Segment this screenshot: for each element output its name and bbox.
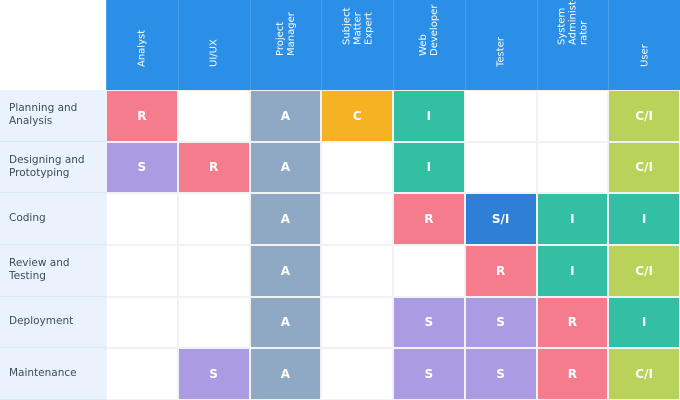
raci-cell [177,193,250,245]
raci-cell [393,244,465,297]
raci-cell: R [106,90,178,142]
task-label: Review and Testing [0,244,106,297]
raci-cell: C/I [608,90,680,142]
raci-cell: S/I [464,193,537,245]
raci-cell: C/I [608,244,680,297]
task-label: Designing and Prototyping [0,141,106,194]
raci-cell [106,244,178,297]
role-label: Project Manager [274,12,297,56]
task-label: Planning and Analysis [0,90,106,142]
task-label: Deployment [0,296,106,349]
raci-cell: A [249,141,322,194]
raci-cell: S [393,296,465,349]
raci-cell: R [536,348,609,400]
raci-cell: S [464,296,537,349]
raci-cell [321,193,393,245]
raci-cell [106,193,178,245]
raci-cell [177,296,250,349]
role-header: Web Developer [393,0,465,90]
raci-cell: S [106,141,178,194]
raci-cell [321,348,393,400]
raci-cell: R [536,296,609,349]
role-header: User [608,0,680,90]
corner-cell [0,0,106,90]
raci-cell [321,244,393,297]
raci-cell: S [177,348,250,400]
raci-cell: I [608,296,680,349]
raci-cell: I [608,193,680,245]
raci-cell: R [177,141,250,194]
raci-cell [536,141,609,194]
task-label: Coding [0,193,106,245]
role-header: Project Manager [249,0,322,90]
raci-cell: A [249,244,322,297]
raci-cell: R [464,244,537,297]
raci-cell [106,296,178,349]
role-label: User [639,44,651,67]
raci-cell: S [464,348,537,400]
raci-cell [177,244,250,297]
role-label: UI/UX [208,39,220,67]
raci-cell: C/I [608,348,680,400]
role-header: System Administ- rator [536,0,609,90]
raci-cell [177,90,250,142]
role-label: Tester [495,37,507,67]
role-label: Analyst [136,29,148,67]
role-label: Subject Matter Expert [341,7,375,45]
role-header: Subject Matter Expert [321,0,393,90]
raci-cell [536,90,609,142]
raci-cell [321,141,393,194]
role-header: UI/UX [177,0,250,90]
role-header: Tester [464,0,537,90]
raci-cell: A [249,193,322,245]
raci-cell: R [393,193,465,245]
role-header: Analyst [106,0,178,90]
role-label: Web Developer [418,4,441,56]
role-label: System Administ- rator [556,0,590,45]
raci-cell: S [393,348,465,400]
raci-cell [464,90,537,142]
raci-cell: A [249,296,322,349]
raci-cell: I [393,141,465,194]
raci-cell: C/I [608,141,680,194]
task-label: Maintenance [0,348,106,400]
raci-cell [106,348,178,400]
raci-cell: I [536,193,609,245]
raci-cell [464,141,537,194]
raci-cell: A [249,90,322,142]
raci-cell [321,296,393,349]
raci-cell: I [393,90,465,142]
raci-cell: I [536,244,609,297]
raci-cell: C [321,90,393,142]
raci-cell: A [249,348,322,400]
